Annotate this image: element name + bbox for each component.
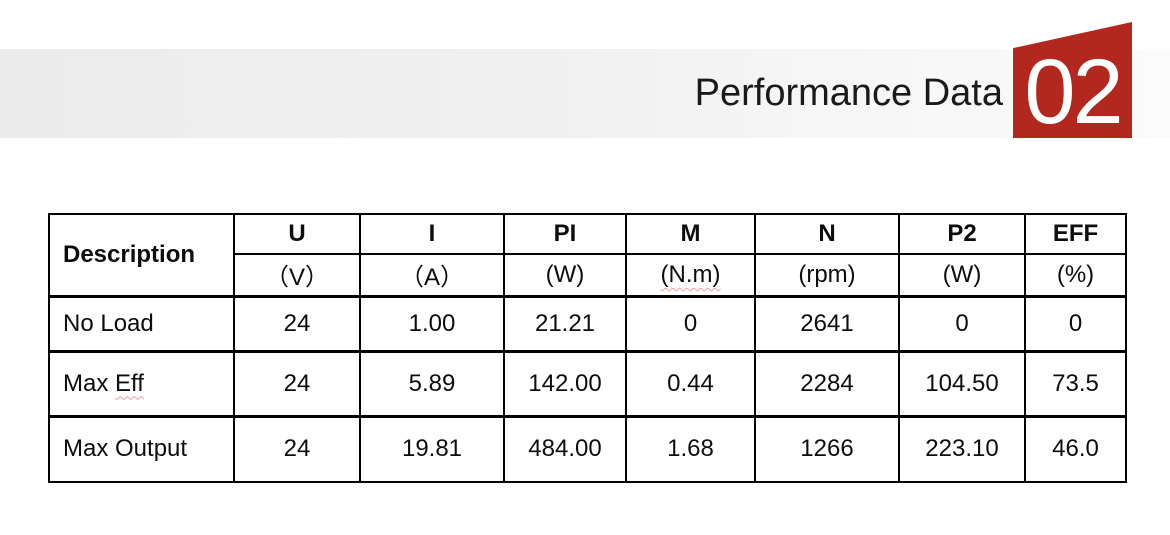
table-cell-i: 19.81 [359, 414, 505, 483]
column-unit-label: (W) [942, 260, 982, 288]
table-cell-p2: 104.50 [898, 349, 1026, 417]
column-unit-p2: (W) [898, 253, 1026, 298]
table-cell-n: 2284 [754, 349, 900, 417]
row-label: Max Eff [48, 349, 235, 417]
table-row: No Load 24 1.00 21.21 0 2641 0 0 [48, 294, 1127, 352]
column-header-p2: P2 [898, 213, 1026, 255]
table-cell-pi: 142.00 [503, 349, 627, 417]
column-unit-i: （A） [359, 253, 505, 298]
table-cell-m: 0.44 [625, 349, 756, 417]
performance-table: Description U I PI M N P2 EFF （V） （A） (W) (N.m) (r… [48, 213, 1127, 483]
column-unit-label: (rpm) [798, 260, 856, 288]
row-label-part: Max [63, 369, 116, 397]
column-header-n: N [754, 213, 900, 255]
row-label-part: No Load [63, 309, 154, 337]
row-label: No Load [48, 294, 235, 352]
table-cell-p2: 223.10 [898, 414, 1026, 483]
column-header-m: M [625, 213, 756, 255]
table-body: No Load 24 1.00 21.21 0 2641 0 0 Max Eff 24 5.89 14… [48, 294, 1127, 483]
table-cell-i: 1.00 [359, 294, 505, 352]
column-unit-n: (rpm) [754, 253, 900, 298]
header-band [0, 49, 1170, 138]
table-cell-u: 24 [233, 349, 361, 417]
column-unit-pi: (W) [503, 253, 627, 298]
table-cell-n: 2641 [754, 294, 900, 352]
table-cell-m: 0 [625, 294, 756, 352]
table-cell-eff: 46.0 [1024, 414, 1127, 483]
table-row: Max Output 24 19.81 484.00 1.68 1266 223.10 46.… [48, 414, 1127, 483]
table-cell-pi: 21.21 [503, 294, 627, 352]
table-cell-eff: 73.5 [1024, 349, 1127, 417]
column-unit-label: (W) [545, 260, 585, 288]
section-number-badge: 02 [1013, 22, 1132, 138]
header-title-row: Performance Data [0, 49, 1170, 138]
column-names-row: Description U I PI M N P2 EFF [48, 213, 1127, 297]
column-unit-eff: (%) [1024, 253, 1127, 298]
column-units-row: （V） （A） (W) (N.m) (rpm) (W) (%) [49, 253, 1127, 298]
row-label: Max Output [48, 414, 235, 483]
description-header: Description [48, 213, 235, 297]
table-header: Description U I PI M N P2 EFF （V） （A） (W) (N.m) (r… [48, 213, 1127, 298]
column-header-u: U [233, 213, 361, 255]
row-label-part: Max Output [63, 435, 188, 463]
table-cell-pi: 484.00 [503, 414, 627, 483]
table-row: Max Eff 24 5.89 142.00 0.44 2284 104.50 73.5 [48, 349, 1127, 417]
table-cell-u: 24 [233, 414, 361, 483]
page-title: Performance Data [694, 72, 1003, 114]
table-cell-i: 5.89 [359, 349, 505, 417]
column-unit-label: （V） [264, 264, 329, 292]
column-header-i: I [359, 213, 505, 255]
column-header-pi: PI [503, 213, 627, 255]
table-cell-eff: 0 [1024, 294, 1127, 352]
table-cell-n: 1266 [754, 414, 900, 483]
column-header-eff: EFF [1024, 213, 1127, 255]
table-cell-p2: 0 [898, 294, 1026, 352]
row-label-misspelled-part: Eff [115, 369, 144, 397]
column-unit-u: （V） [233, 253, 361, 298]
column-unit-label: (N.m) [660, 260, 721, 288]
section-number: 02 [1024, 41, 1123, 143]
column-unit-label: (%) [1056, 260, 1095, 288]
column-unit-m: (N.m) [625, 253, 756, 298]
table-cell-u: 24 [233, 294, 361, 352]
column-unit-label: （A） [399, 264, 464, 292]
table-cell-m: 1.68 [625, 414, 756, 483]
